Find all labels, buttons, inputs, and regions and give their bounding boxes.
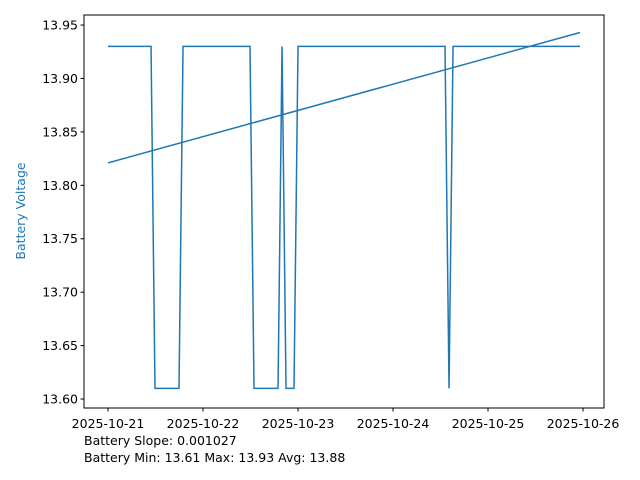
y-tick-label: 13.65 (42, 338, 78, 353)
y-tick-label: 13.80 (42, 178, 78, 193)
y-tick-label: 13.85 (42, 124, 78, 139)
x-tick-label: 2025-10-25 (452, 416, 525, 431)
x-tick-label: 2025-10-21 (72, 416, 145, 431)
y-tick-label: 13.90 (42, 71, 78, 86)
y-axis-label: Battery Voltage (13, 162, 28, 259)
annotation: Battery Slope: 0.001027 (84, 433, 237, 448)
x-tick-label: 2025-10-22 (167, 416, 240, 431)
line (108, 45, 580, 390)
x-tick-label: 2025-10-23 (262, 416, 335, 431)
y-tick-label: 13.60 (42, 392, 78, 407)
annotation: Battery Min: 13.61 Max: 13.93 Avg: 13.88 (84, 450, 345, 465)
y-tick-label: 13.75 (42, 231, 78, 246)
x-tick-label: 2025-10-24 (357, 416, 430, 431)
x-tick-label: 2025-10-26 (547, 416, 620, 431)
line (107, 31, 581, 164)
y-tick-label: 13.70 (42, 285, 78, 300)
plot-frame (83, 14, 605, 409)
y-tick-label: 13.95 (42, 18, 78, 33)
